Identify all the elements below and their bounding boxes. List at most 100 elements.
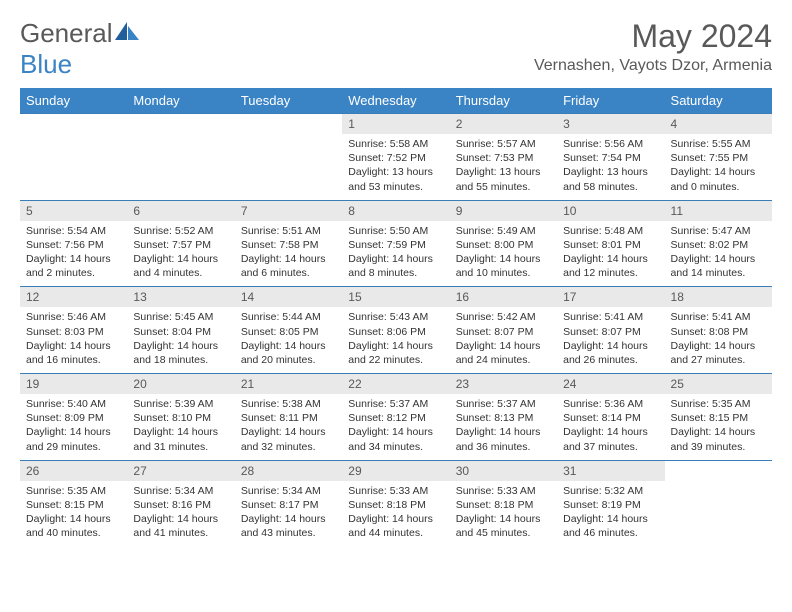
day-number-cell: 22 bbox=[342, 374, 449, 395]
dayhead-mon: Monday bbox=[127, 88, 234, 114]
sunset-text: Sunset: 8:08 PM bbox=[671, 325, 766, 339]
sunrise-text: Sunrise: 5:40 AM bbox=[26, 397, 121, 411]
day-number-cell: 6 bbox=[127, 200, 234, 221]
sunset-text: Sunset: 8:10 PM bbox=[133, 411, 228, 425]
day-number-cell: 29 bbox=[342, 460, 449, 481]
daylight-text: Daylight: 14 hours and 0 minutes. bbox=[671, 165, 766, 193]
day-number-cell: 7 bbox=[235, 200, 342, 221]
week-detail-row: Sunrise: 5:40 AMSunset: 8:09 PMDaylight:… bbox=[20, 394, 772, 460]
brand-logo: GeneralBlue bbox=[20, 18, 141, 80]
sunrise-text: Sunrise: 5:57 AM bbox=[456, 137, 551, 151]
daylight-text: Daylight: 14 hours and 39 minutes. bbox=[671, 425, 766, 453]
day-number-cell: 2 bbox=[450, 114, 557, 135]
week-daynum-row: 567891011 bbox=[20, 200, 772, 221]
day-detail-cell: Sunrise: 5:58 AMSunset: 7:52 PMDaylight:… bbox=[342, 134, 449, 200]
sunset-text: Sunset: 8:07 PM bbox=[563, 325, 658, 339]
sunrise-text: Sunrise: 5:41 AM bbox=[563, 310, 658, 324]
sunrise-text: Sunrise: 5:41 AM bbox=[671, 310, 766, 324]
dayhead-thu: Thursday bbox=[450, 88, 557, 114]
sunset-text: Sunset: 8:03 PM bbox=[26, 325, 121, 339]
sunrise-text: Sunrise: 5:51 AM bbox=[241, 224, 336, 238]
sunrise-text: Sunrise: 5:50 AM bbox=[348, 224, 443, 238]
daylight-text: Daylight: 14 hours and 20 minutes. bbox=[241, 339, 336, 367]
day-detail-cell: Sunrise: 5:56 AMSunset: 7:54 PMDaylight:… bbox=[557, 134, 664, 200]
sunrise-text: Sunrise: 5:33 AM bbox=[456, 484, 551, 498]
day-number-cell: 21 bbox=[235, 374, 342, 395]
sunset-text: Sunset: 8:00 PM bbox=[456, 238, 551, 252]
day-detail-cell: Sunrise: 5:44 AMSunset: 8:05 PMDaylight:… bbox=[235, 307, 342, 373]
sunrise-text: Sunrise: 5:45 AM bbox=[133, 310, 228, 324]
sunset-text: Sunset: 8:11 PM bbox=[241, 411, 336, 425]
day-detail-cell: Sunrise: 5:33 AMSunset: 8:18 PMDaylight:… bbox=[342, 481, 449, 547]
daylight-text: Daylight: 14 hours and 8 minutes. bbox=[348, 252, 443, 280]
sunset-text: Sunset: 8:15 PM bbox=[26, 498, 121, 512]
location-subtitle: Vernashen, Vayots Dzor, Armenia bbox=[534, 57, 772, 75]
week-daynum-row: 262728293031 bbox=[20, 460, 772, 481]
daylight-text: Daylight: 14 hours and 37 minutes. bbox=[563, 425, 658, 453]
dayhead-sat: Saturday bbox=[665, 88, 772, 114]
daylight-text: Daylight: 14 hours and 27 minutes. bbox=[671, 339, 766, 367]
sunrise-text: Sunrise: 5:43 AM bbox=[348, 310, 443, 324]
sunrise-text: Sunrise: 5:54 AM bbox=[26, 224, 121, 238]
week-detail-row: Sunrise: 5:58 AMSunset: 7:52 PMDaylight:… bbox=[20, 134, 772, 200]
day-detail-cell: Sunrise: 5:57 AMSunset: 7:53 PMDaylight:… bbox=[450, 134, 557, 200]
daylight-text: Daylight: 13 hours and 58 minutes. bbox=[563, 165, 658, 193]
dayhead-sun: Sunday bbox=[20, 88, 127, 114]
day-detail-cell: Sunrise: 5:35 AMSunset: 8:15 PMDaylight:… bbox=[20, 481, 127, 547]
sunset-text: Sunset: 8:17 PM bbox=[241, 498, 336, 512]
sunrise-text: Sunrise: 5:52 AM bbox=[133, 224, 228, 238]
day-number-cell: 30 bbox=[450, 460, 557, 481]
sunrise-text: Sunrise: 5:37 AM bbox=[456, 397, 551, 411]
day-number-cell: 15 bbox=[342, 287, 449, 308]
daylight-text: Daylight: 14 hours and 43 minutes. bbox=[241, 512, 336, 540]
sunset-text: Sunset: 8:16 PM bbox=[133, 498, 228, 512]
day-number-cell: 14 bbox=[235, 287, 342, 308]
day-number-cell: 9 bbox=[450, 200, 557, 221]
day-detail-cell: Sunrise: 5:36 AMSunset: 8:14 PMDaylight:… bbox=[557, 394, 664, 460]
daylight-text: Daylight: 14 hours and 14 minutes. bbox=[671, 252, 766, 280]
day-number-cell: 17 bbox=[557, 287, 664, 308]
week-detail-row: Sunrise: 5:35 AMSunset: 8:15 PMDaylight:… bbox=[20, 481, 772, 547]
title-block: May 2024 Vernashen, Vayots Dzor, Armenia bbox=[534, 18, 772, 75]
day-number-cell: 19 bbox=[20, 374, 127, 395]
day-detail-cell: Sunrise: 5:51 AMSunset: 7:58 PMDaylight:… bbox=[235, 221, 342, 287]
daylight-text: Daylight: 13 hours and 53 minutes. bbox=[348, 165, 443, 193]
calendar-table: Sunday Monday Tuesday Wednesday Thursday… bbox=[20, 88, 772, 546]
daylight-text: Daylight: 14 hours and 10 minutes. bbox=[456, 252, 551, 280]
sunrise-text: Sunrise: 5:47 AM bbox=[671, 224, 766, 238]
sunrise-text: Sunrise: 5:42 AM bbox=[456, 310, 551, 324]
sunrise-text: Sunrise: 5:37 AM bbox=[348, 397, 443, 411]
sunrise-text: Sunrise: 5:48 AM bbox=[563, 224, 658, 238]
day-detail-cell bbox=[235, 134, 342, 200]
day-detail-cell: Sunrise: 5:35 AMSunset: 8:15 PMDaylight:… bbox=[665, 394, 772, 460]
day-number-cell: 8 bbox=[342, 200, 449, 221]
sunset-text: Sunset: 8:19 PM bbox=[563, 498, 658, 512]
day-number-cell bbox=[127, 114, 234, 135]
sunrise-text: Sunrise: 5:32 AM bbox=[563, 484, 658, 498]
dayhead-tue: Tuesday bbox=[235, 88, 342, 114]
sunset-text: Sunset: 8:18 PM bbox=[348, 498, 443, 512]
day-detail-cell: Sunrise: 5:41 AMSunset: 8:08 PMDaylight:… bbox=[665, 307, 772, 373]
daylight-text: Daylight: 14 hours and 29 minutes. bbox=[26, 425, 121, 453]
sunset-text: Sunset: 7:57 PM bbox=[133, 238, 228, 252]
day-number-cell: 16 bbox=[450, 287, 557, 308]
daylight-text: Daylight: 14 hours and 46 minutes. bbox=[563, 512, 658, 540]
day-number-cell: 1 bbox=[342, 114, 449, 135]
dayhead-fri: Friday bbox=[557, 88, 664, 114]
day-number-cell: 27 bbox=[127, 460, 234, 481]
daylight-text: Daylight: 14 hours and 31 minutes. bbox=[133, 425, 228, 453]
week-daynum-row: 1234 bbox=[20, 114, 772, 135]
sunset-text: Sunset: 8:13 PM bbox=[456, 411, 551, 425]
week-daynum-row: 19202122232425 bbox=[20, 374, 772, 395]
day-number-cell: 5 bbox=[20, 200, 127, 221]
daylight-text: Daylight: 14 hours and 41 minutes. bbox=[133, 512, 228, 540]
daylight-text: Daylight: 14 hours and 40 minutes. bbox=[26, 512, 121, 540]
daylight-text: Daylight: 14 hours and 24 minutes. bbox=[456, 339, 551, 367]
week-detail-row: Sunrise: 5:46 AMSunset: 8:03 PMDaylight:… bbox=[20, 307, 772, 373]
day-number-cell bbox=[20, 114, 127, 135]
sunset-text: Sunset: 7:59 PM bbox=[348, 238, 443, 252]
sunrise-text: Sunrise: 5:55 AM bbox=[671, 137, 766, 151]
day-detail-cell: Sunrise: 5:32 AMSunset: 8:19 PMDaylight:… bbox=[557, 481, 664, 547]
day-header-row: Sunday Monday Tuesday Wednesday Thursday… bbox=[20, 88, 772, 114]
sunset-text: Sunset: 8:02 PM bbox=[671, 238, 766, 252]
